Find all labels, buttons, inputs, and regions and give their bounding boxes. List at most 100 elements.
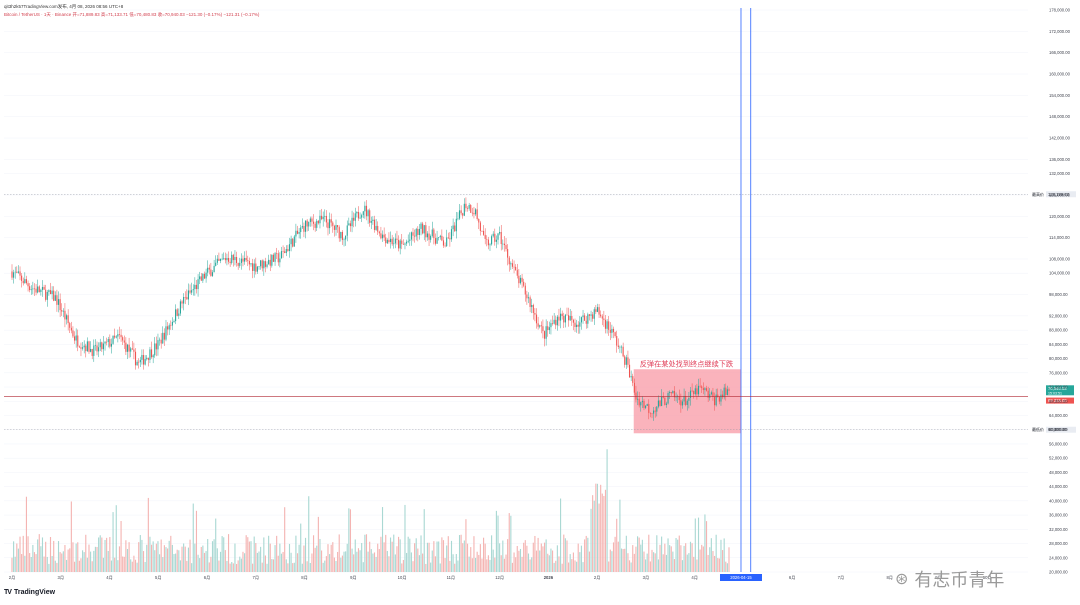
candle xyxy=(667,393,669,404)
candle xyxy=(162,332,164,344)
volume-bar xyxy=(69,548,71,572)
volume-bar xyxy=(415,538,417,572)
candle xyxy=(418,228,420,235)
volume-bar xyxy=(560,498,562,572)
candle xyxy=(301,226,303,228)
candle xyxy=(223,258,225,259)
volume-bar xyxy=(49,536,52,572)
tradingview-brand[interactable]: TV TradingView xyxy=(4,589,55,596)
volume-bar xyxy=(454,563,456,572)
volume-bar xyxy=(394,554,396,572)
volume-bar xyxy=(617,541,619,572)
candle xyxy=(29,286,31,291)
x-tick-label: 9月 xyxy=(935,575,942,581)
volume-bar xyxy=(27,536,29,572)
candle xyxy=(165,326,167,340)
volume-bar xyxy=(608,561,610,572)
volume-bar xyxy=(162,557,164,572)
volume-bar xyxy=(450,540,453,572)
y-tick-label: 28,000.00 xyxy=(1049,541,1068,546)
candle xyxy=(704,388,706,391)
mark-price-tag xyxy=(1046,397,1074,404)
candle xyxy=(441,235,443,241)
volume-bar xyxy=(30,557,32,572)
x-tick-label: 4月 xyxy=(691,575,698,581)
volume-bar xyxy=(41,537,44,572)
volume-bar xyxy=(288,543,291,572)
overlays: 反弹在某处找到终点继续下跌 最高价 126,199.63 最低价 60,000.00 70… xyxy=(4,8,1076,572)
volume-bar xyxy=(367,551,369,572)
candle xyxy=(73,336,76,341)
candle xyxy=(588,314,591,316)
candle xyxy=(656,406,658,412)
price-marker-tag xyxy=(1046,426,1076,433)
y-tick-label: 126,000.00 xyxy=(1049,192,1071,197)
candle xyxy=(348,223,350,226)
volume-bar xyxy=(393,534,395,572)
candle xyxy=(138,361,140,363)
y-tick-label: 172,000.00 xyxy=(1049,29,1071,34)
candle xyxy=(130,348,132,352)
candle xyxy=(518,275,520,284)
candle xyxy=(665,403,667,405)
y-tick-label: 44,000.00 xyxy=(1049,484,1068,489)
volume-bar xyxy=(189,539,191,572)
volume-bar xyxy=(407,536,409,572)
volume-bar xyxy=(293,562,295,572)
candle xyxy=(272,254,275,262)
candle xyxy=(572,319,574,323)
candle xyxy=(170,325,172,326)
candle xyxy=(128,344,130,352)
volume-bar xyxy=(219,551,222,572)
candle xyxy=(48,290,50,293)
volume-bar xyxy=(57,541,60,572)
volume-bar xyxy=(38,534,40,572)
candle xyxy=(481,230,483,232)
volume-bar xyxy=(298,544,300,572)
volume-bar xyxy=(576,561,578,572)
y-tick-label: 80,000.00 xyxy=(1049,356,1068,361)
volume-bar xyxy=(402,559,404,572)
candle xyxy=(131,348,133,350)
volume-bar xyxy=(364,534,366,572)
candle xyxy=(94,345,96,347)
candle xyxy=(255,263,257,272)
volume-bar xyxy=(120,520,122,572)
candle xyxy=(391,238,393,245)
volume-bar xyxy=(470,547,472,572)
volume-bar xyxy=(312,535,315,572)
candle xyxy=(19,271,21,276)
volume-bar xyxy=(481,558,483,572)
candle xyxy=(495,239,497,242)
candle xyxy=(361,215,363,218)
candle xyxy=(335,225,337,230)
candle xyxy=(678,396,680,401)
candle xyxy=(112,335,114,344)
candle xyxy=(282,251,284,252)
candle xyxy=(497,233,499,240)
volume-bar xyxy=(144,562,146,572)
volume-bar xyxy=(280,553,283,572)
volume-bar xyxy=(146,544,148,572)
candle xyxy=(728,389,730,391)
candle xyxy=(41,286,44,290)
candle xyxy=(139,359,141,363)
volume-bar xyxy=(718,558,720,572)
candle xyxy=(106,341,108,343)
candle xyxy=(539,325,541,327)
candle xyxy=(604,319,607,329)
candle xyxy=(115,336,117,338)
x-tick-label: 6月 xyxy=(789,575,796,581)
volume-bar xyxy=(85,534,87,572)
candle xyxy=(195,284,198,290)
volume-bar xyxy=(425,563,427,572)
candle xyxy=(250,263,252,265)
y-tick-label: 160,000.00 xyxy=(1049,72,1071,77)
volume-bar xyxy=(619,499,621,572)
volume-bar xyxy=(508,513,510,572)
volume-bar xyxy=(163,545,165,572)
candle xyxy=(452,225,454,230)
volume-bar xyxy=(715,534,717,572)
